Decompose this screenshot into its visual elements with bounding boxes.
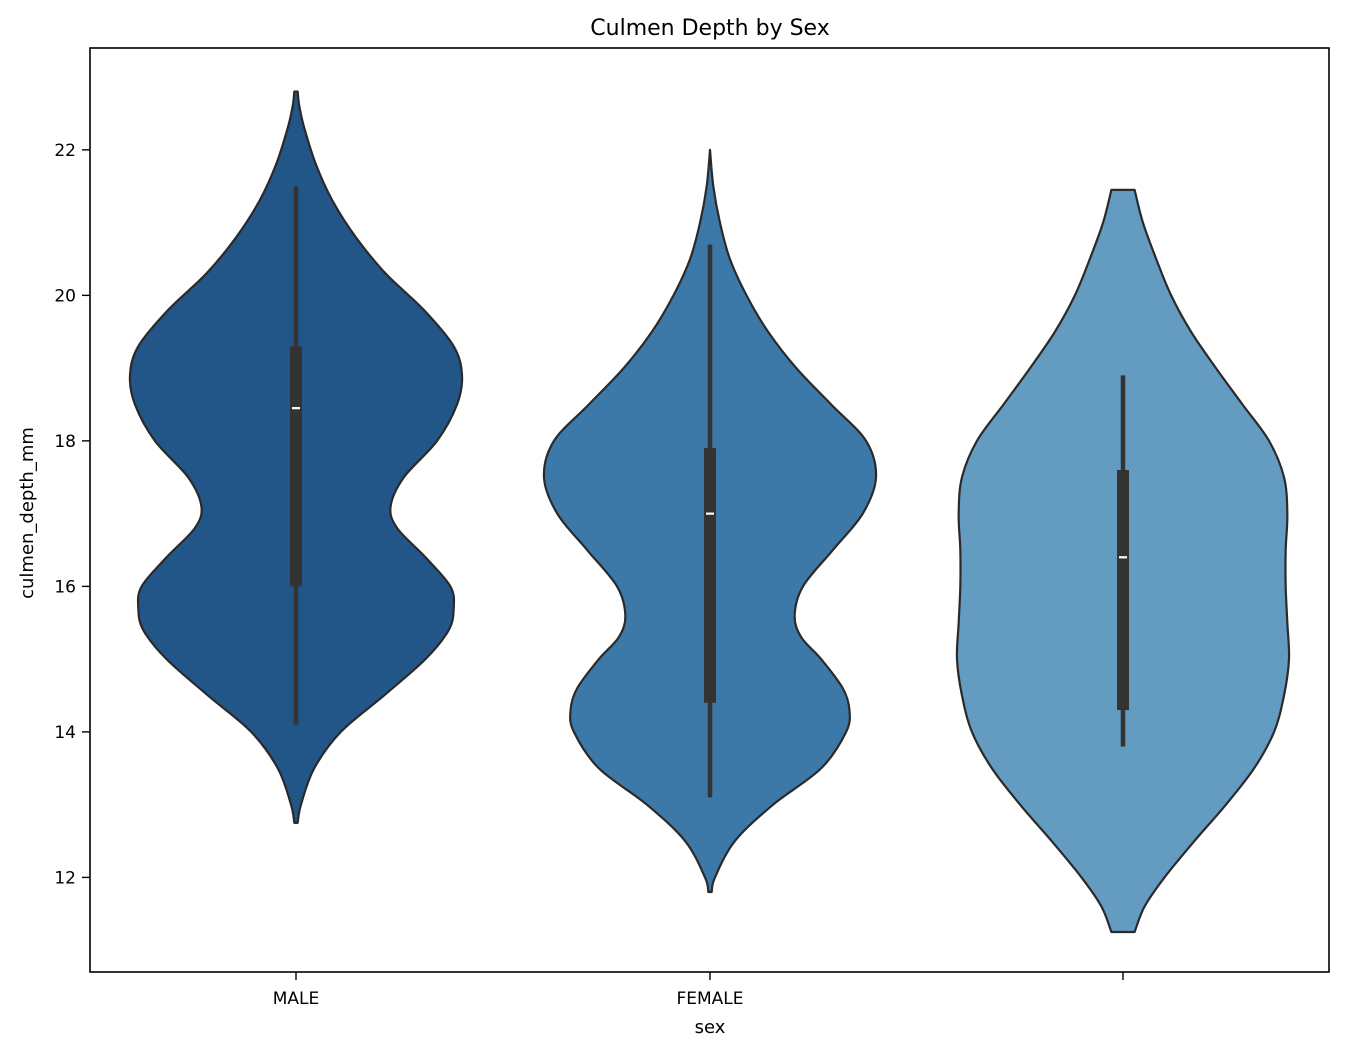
violin-iqr-box [290, 346, 302, 587]
y-tick-label: 18 [54, 432, 76, 452]
y-tick-label: 12 [54, 868, 76, 888]
x-axis-label: sex [695, 1017, 726, 1038]
y-tick-label: 20 [54, 286, 76, 306]
y-tick-label: 16 [54, 577, 76, 597]
violin-iqr-box [704, 448, 716, 703]
y-tick-label: 14 [54, 723, 76, 743]
y-axis: 12 14 16 18 20 22 [54, 141, 90, 888]
violin-iqr-box [1117, 469, 1129, 711]
y-axis-label: culmen_depth_mm [17, 427, 38, 599]
x-tick-label: FEMALE [676, 989, 743, 1009]
x-tick-label: MALE [273, 989, 320, 1009]
chart-title: Culmen Depth by Sex [590, 16, 829, 41]
y-tick-label: 22 [54, 141, 76, 161]
plot-area [128, 90, 1291, 934]
x-axis: MALE FEMALE [273, 972, 1124, 1009]
